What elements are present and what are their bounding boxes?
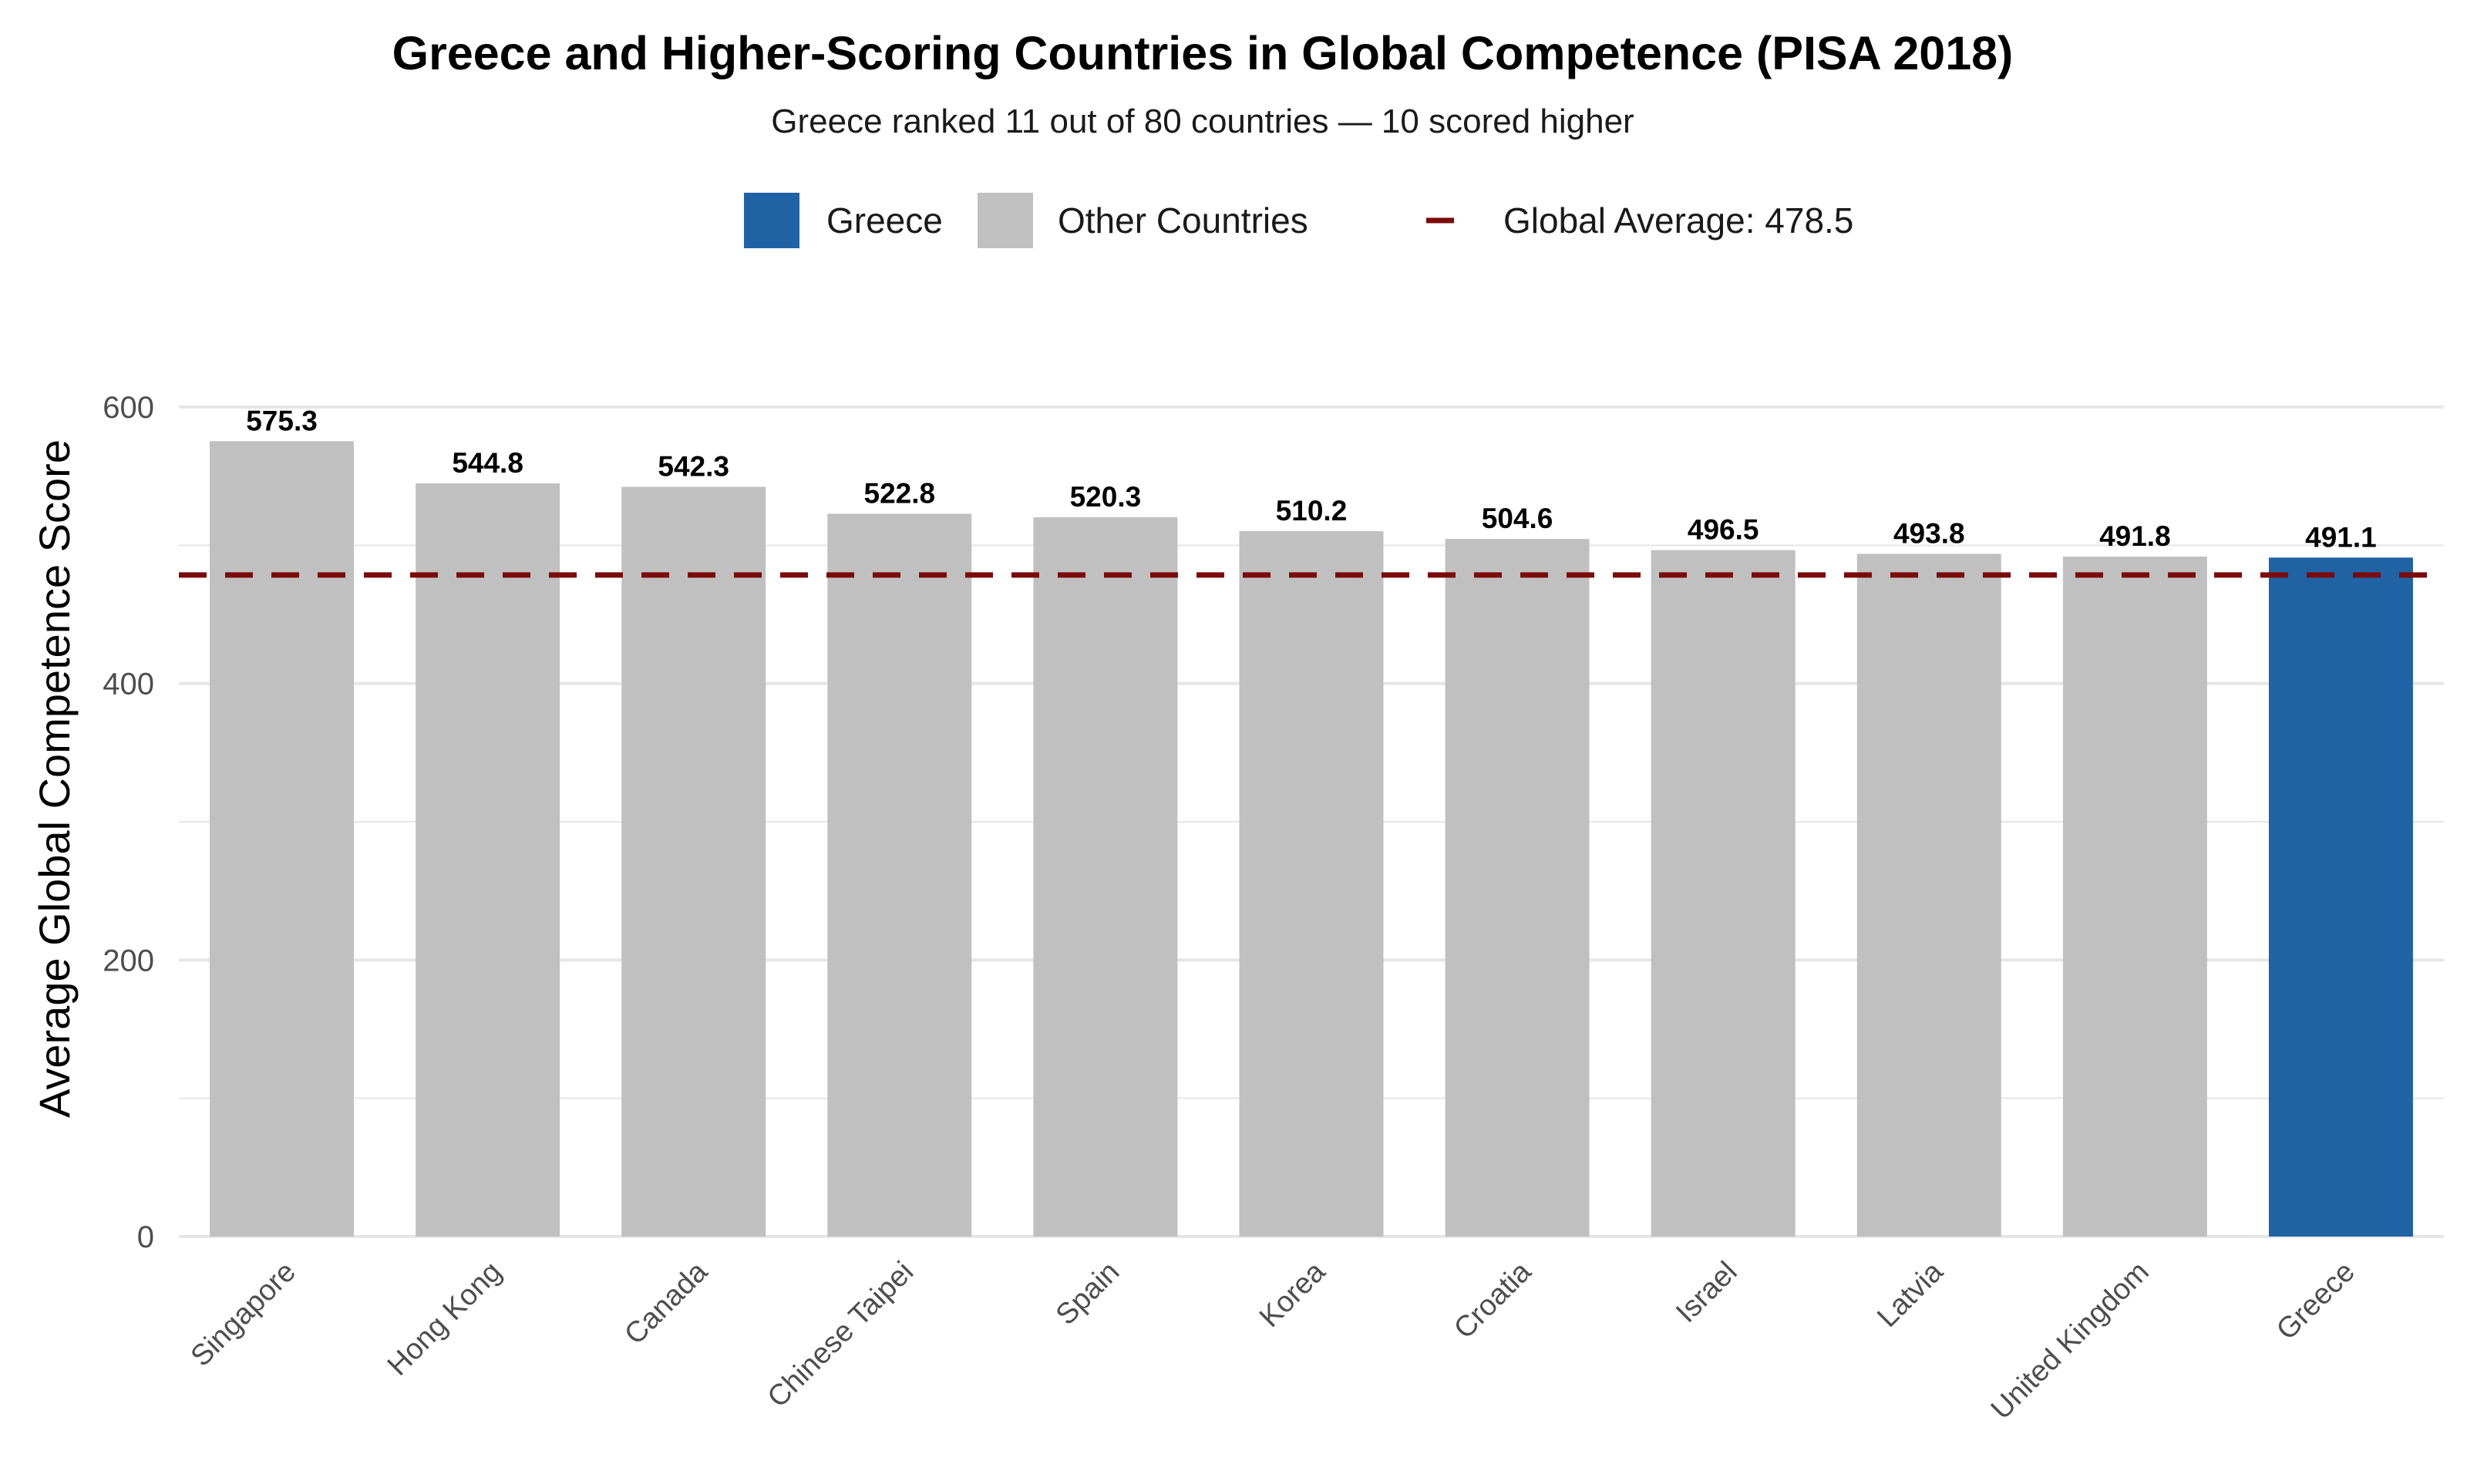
y-tick-label: 600: [103, 391, 154, 425]
x-tick-label-chinese-taipei: Chinese Taipei: [762, 1256, 920, 1414]
value-label-israel: 496.5: [1688, 514, 1759, 546]
legend-label-greece: Greece: [826, 200, 943, 241]
bar-latvia: [1856, 554, 2001, 1237]
bar-chinese-taipei: [827, 513, 972, 1237]
y-tick-label: 200: [103, 944, 154, 978]
x-tick-label-hong-kong: Hong Kong: [382, 1256, 508, 1382]
bar-canada: [621, 486, 766, 1237]
chart-title: Greece and Higher-Scoring Countries in G…: [392, 27, 2014, 79]
x-tick-label-greece: Greece: [2270, 1256, 2361, 1347]
chart-subtitle: Greece ranked 11 out of 80 countries — 1…: [771, 103, 1634, 140]
value-label-croatia: 504.6: [1482, 503, 1553, 534]
value-label-canada: 542.3: [658, 450, 729, 482]
value-label-spain: 520.3: [1070, 481, 1142, 513]
y-axis: 0 200 400 600: [103, 391, 154, 1254]
value-label-greece: 491.1: [2305, 521, 2377, 553]
value-label-korea: 510.2: [1276, 495, 1348, 527]
bar-hong-kong: [416, 483, 560, 1237]
bar-united-kingdom: [2062, 557, 2207, 1237]
value-labels: 575.3 544.8 542.3 522.8 520.3 510.2 504.6 496.5…: [246, 405, 2377, 553]
bar-spain: [1033, 517, 1178, 1237]
x-tick-label-united-kingdom: United Kingdom: [1985, 1256, 2156, 1426]
x-tick-label-canada: Canada: [618, 1255, 714, 1351]
legend-swatch-other-countries: [978, 193, 1033, 248]
y-axis-title: Average Global Competence Score: [30, 439, 79, 1118]
legend-label-other-countries: Other Countries: [1058, 200, 1308, 241]
value-label-united-kingdom: 491.8: [2099, 520, 2171, 552]
bar-greece: [2268, 557, 2413, 1237]
bar-croatia: [1445, 539, 1590, 1237]
x-tick-label-korea: Korea: [1254, 1255, 1332, 1334]
bars: [210, 441, 2413, 1237]
value-label-singapore: 575.3: [246, 405, 318, 436]
x-tick-label-latvia: Latvia: [1871, 1255, 1950, 1334]
bar-israel: [1651, 550, 1796, 1237]
legend-label-global-average-478-5: Global Average: 478.5: [1503, 200, 1853, 241]
x-tick-label-singapore: Singapore: [185, 1256, 302, 1373]
bar-singapore: [210, 441, 355, 1237]
legend: Greece Other Countries Global Average: 478…: [744, 193, 1853, 248]
value-label-hong-kong: 544.8: [452, 447, 523, 479]
x-axis: Singapore Hong Kong Canada Chinese Taipei Sp…: [185, 1255, 2361, 1426]
x-tick-label-spain: Spain: [1050, 1256, 1126, 1331]
value-label-latvia: 493.8: [1893, 517, 1965, 549]
value-label-chinese-taipei: 522.8: [864, 477, 936, 509]
legend-swatch-greece: [744, 193, 799, 248]
x-tick-label-israel: Israel: [1670, 1256, 1743, 1329]
bar-korea: [1239, 531, 1384, 1237]
y-tick-label: 0: [137, 1220, 154, 1254]
y-tick-label: 400: [103, 668, 154, 702]
x-tick-label-croatia: Croatia: [1448, 1255, 1538, 1345]
